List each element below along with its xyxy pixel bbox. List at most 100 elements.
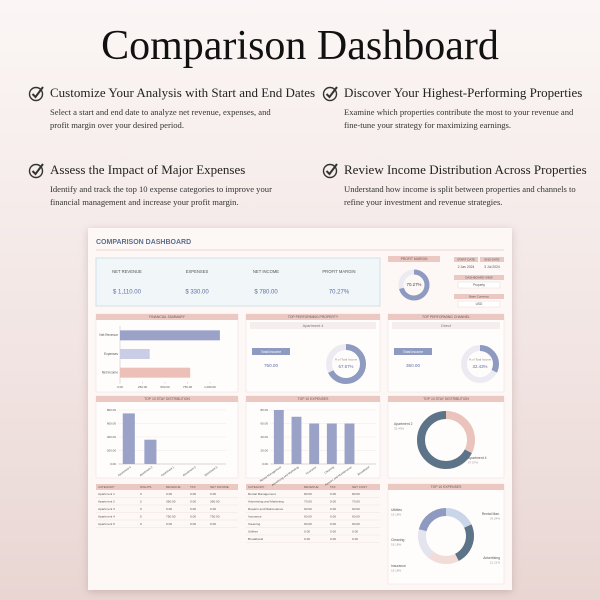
x-tick-label: 0.00 xyxy=(117,385,123,389)
table-cell: 0.00 xyxy=(190,492,196,496)
table-cell: Apartment 5 xyxy=(98,522,115,526)
income-label: Total Income xyxy=(261,350,281,354)
kpi-value: $ 1,110.00 xyxy=(113,290,142,296)
setting-header xyxy=(480,257,504,262)
feature-title: Customize Your Analysis with Start and E… xyxy=(50,85,316,100)
income-value: 750.00 xyxy=(264,363,278,368)
panel-title: PROFIT MARGIN xyxy=(401,257,428,261)
bar xyxy=(122,413,135,464)
legend-label: Insurance xyxy=(391,564,406,568)
top-name: Apartment 4 xyxy=(303,324,324,328)
y-tick-label: 600.00 xyxy=(107,421,117,425)
income-box xyxy=(394,348,432,355)
table-cell: 70.00 xyxy=(304,499,312,503)
setting-label: START DATE xyxy=(457,257,475,261)
setting-value: 3 Jul 2024 xyxy=(484,265,500,269)
setting-value: 2 Jan 2024 xyxy=(458,265,475,269)
setting-label: END DATE xyxy=(485,257,500,261)
y-tick-label: 40.00 xyxy=(260,435,268,439)
table-cell: 60.00 xyxy=(304,522,312,526)
donut-segment xyxy=(418,508,474,564)
setting-header xyxy=(454,257,478,262)
setting-value: Property xyxy=(473,283,485,287)
table-cell: 750.00 xyxy=(166,514,176,518)
check-icon xyxy=(322,86,338,102)
table-cell: 0.00 xyxy=(166,507,172,511)
column-header: CATEGORY xyxy=(98,485,115,489)
x-tick-label: 250.00 xyxy=(138,385,148,389)
table-cell: 60.00 xyxy=(352,507,360,511)
donut-segment xyxy=(418,508,474,564)
column-header: NIGHTS xyxy=(140,485,151,489)
x-tick-label: 1,000.00 xyxy=(204,385,216,389)
kpi-label: NET INCOME xyxy=(253,269,279,274)
column-header: NET INCOME xyxy=(210,485,229,489)
legend-label: Rental Man. xyxy=(482,512,500,516)
x-tick-label: 500.00 xyxy=(160,385,170,389)
bar xyxy=(309,423,320,464)
feature-title: Discover Your Highest-Performing Propert… xyxy=(344,85,583,100)
table-cell: Broadband xyxy=(248,537,263,541)
legend-label: Cleaning xyxy=(391,538,404,542)
table-cell: 70.00 xyxy=(352,499,360,503)
table-cell: 0 xyxy=(140,492,142,496)
kpi-label: PROFIT MARGIN xyxy=(322,269,355,274)
column-header: REVENUE xyxy=(166,485,181,489)
x-tick-label: Broadband xyxy=(357,465,371,476)
y-tick-label: 60.00 xyxy=(260,421,268,425)
x-tick-label: Cleaning xyxy=(323,465,335,475)
feature-description: Understand how income is split between p… xyxy=(344,184,576,207)
table-cell: 80.00 xyxy=(352,492,360,496)
panel-title: TOP 10 STAY DISTRIBUTION xyxy=(144,397,190,401)
bar xyxy=(144,439,157,464)
legend-label: Apartment 4 xyxy=(468,456,487,460)
table-cell: Apartment 4 xyxy=(98,514,115,518)
table-cell: 60.00 xyxy=(352,514,360,518)
bar xyxy=(120,330,220,341)
kpi-box xyxy=(95,257,381,307)
value-label: 21.21% xyxy=(490,560,501,564)
table-cell: 0.00 xyxy=(352,529,358,533)
feature-description: Identify and track the top 10 expense ca… xyxy=(50,184,272,207)
name-strip xyxy=(250,322,376,329)
table-cell: Apartment 3 xyxy=(98,507,115,511)
bar xyxy=(291,416,302,464)
dashboard: COMPARISON DASHBOARD NET REVENUE $ 1,110.0… xyxy=(88,228,512,590)
y-tick-label: 400.00 xyxy=(107,435,117,439)
table-cell: Apartment 2 xyxy=(98,499,115,503)
table-cell: 0.00 xyxy=(190,514,196,518)
y-tick-label: Expenses xyxy=(104,352,118,356)
kpi-value: $ 330.00 xyxy=(185,290,209,296)
table-cell: 0.00 xyxy=(330,514,336,518)
donut-title: % of Total Income xyxy=(469,358,492,362)
table-cell: 0.00 xyxy=(210,522,216,526)
y-tick-label: 800.00 xyxy=(107,408,117,412)
table-cell: 360.00 xyxy=(166,499,176,503)
setting-label: Base Currency xyxy=(469,294,489,298)
x-tick-label: Insurance xyxy=(305,465,318,476)
legend-label: Advertising xyxy=(483,556,500,560)
column-header: TAX xyxy=(190,485,196,489)
setting-field xyxy=(457,281,501,289)
table-header xyxy=(96,484,238,490)
name-strip xyxy=(392,322,500,329)
value-label: 67.57% xyxy=(468,460,479,464)
bar xyxy=(326,423,337,464)
y-tick-label: 0.00 xyxy=(110,462,116,466)
table-cell: Repairs and Maintenance xyxy=(248,507,284,511)
bar xyxy=(120,349,150,359)
check-icon xyxy=(322,163,338,179)
income-label: Total Income xyxy=(403,350,423,354)
value-label: 67.57% xyxy=(339,364,354,369)
table-cell: 2 xyxy=(140,499,142,503)
table-cell: Insurance xyxy=(248,514,262,518)
kpi-value: $ 780.00 xyxy=(254,290,278,296)
table-cell: 0.00 xyxy=(166,492,172,496)
setting-header xyxy=(454,275,504,280)
table-cell: 60.00 xyxy=(352,522,360,526)
panel-header xyxy=(388,256,440,262)
setting-header xyxy=(454,294,504,299)
panel-header xyxy=(388,314,504,320)
y-tick-label: 200.00 xyxy=(107,448,117,452)
table-cell: 0.00 xyxy=(330,537,336,541)
